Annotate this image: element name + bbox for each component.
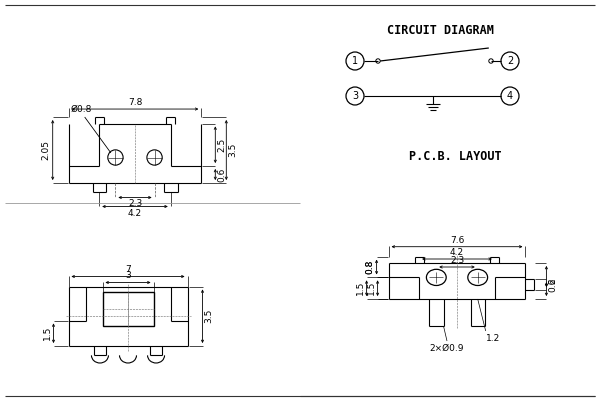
Text: 0.6: 0.6 xyxy=(217,167,226,182)
Text: 1.5: 1.5 xyxy=(356,281,365,296)
Text: 1.5: 1.5 xyxy=(43,326,52,340)
Text: 2: 2 xyxy=(548,278,557,284)
Text: 2.3: 2.3 xyxy=(450,256,464,265)
Text: 7.8: 7.8 xyxy=(128,98,142,107)
Text: 2.3: 2.3 xyxy=(128,200,142,209)
Text: 4.2: 4.2 xyxy=(128,209,142,217)
Bar xyxy=(103,292,154,326)
Text: 0.6: 0.6 xyxy=(548,277,557,292)
Text: P.C.B. LAYOUT: P.C.B. LAYOUT xyxy=(409,150,502,162)
Text: CIRCUIT DIAGRAM: CIRCUIT DIAGRAM xyxy=(386,24,493,38)
Text: 1.5: 1.5 xyxy=(367,281,376,296)
Text: Ø0.8: Ø0.8 xyxy=(71,105,92,114)
Text: 4: 4 xyxy=(507,91,513,101)
Text: 3: 3 xyxy=(125,271,131,281)
Text: 3.5: 3.5 xyxy=(205,309,214,324)
Text: 3: 3 xyxy=(352,91,358,101)
Text: 2.05: 2.05 xyxy=(42,140,50,160)
Text: 2.5: 2.5 xyxy=(217,138,226,152)
Text: 2×Ø0.9: 2×Ø0.9 xyxy=(430,344,464,353)
Text: 1.2: 1.2 xyxy=(486,334,500,343)
Text: 2: 2 xyxy=(507,56,513,66)
Text: 0.8: 0.8 xyxy=(365,260,374,274)
Text: 7.6: 7.6 xyxy=(450,236,464,245)
Text: 1: 1 xyxy=(352,56,358,66)
Text: 7: 7 xyxy=(125,265,131,275)
Text: 0.8: 0.8 xyxy=(365,260,374,274)
Text: 4.2: 4.2 xyxy=(450,248,464,257)
Text: 3.5: 3.5 xyxy=(229,143,238,157)
